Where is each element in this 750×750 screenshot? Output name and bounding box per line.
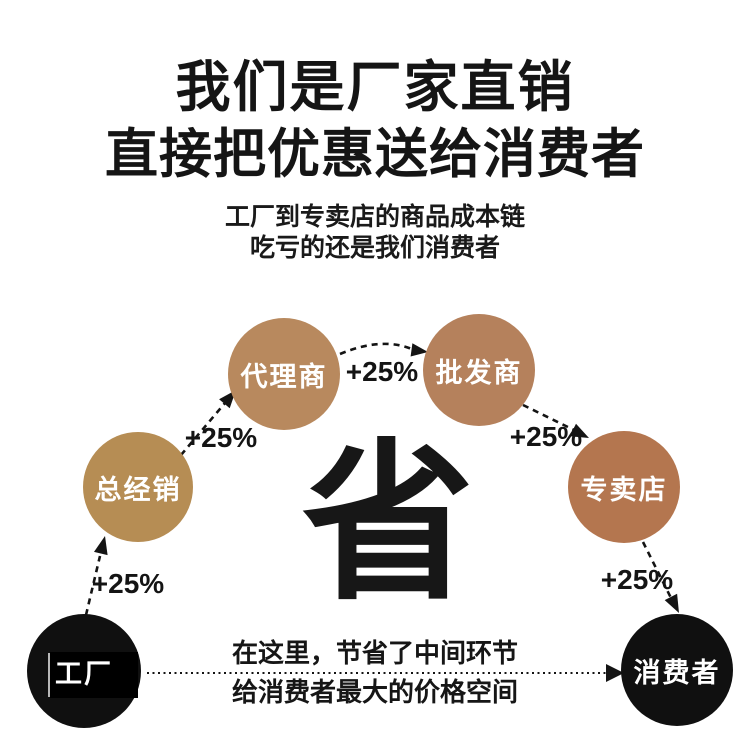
factory-plate-notch [48, 653, 50, 697]
arrow-specialty-store-to-consumer [641, 541, 679, 613]
node-consumer: 消费者 [621, 614, 733, 726]
node-label: 总经销 [94, 474, 182, 505]
markup-pct-label-3: +25% [345, 356, 419, 387]
title-line-2: 直接把优惠送给消费者 [105, 125, 645, 184]
footer-line-1: 在这里，节省了中间环节 [231, 638, 518, 668]
subtitle-line-2: 吃亏的还是我们消费者 [249, 233, 500, 262]
markup-pct-label-4: +25% [509, 421, 583, 452]
arrow-wholesaler-to-specialty-store [522, 403, 589, 438]
node-agent: 代理商 [228, 318, 340, 430]
node-label: 批发商 [435, 357, 523, 388]
markup-pct-label-1: +25% [91, 568, 165, 599]
node-label: 代理商 [240, 361, 328, 392]
node-factory: 工厂 [27, 614, 141, 728]
node-label: 专卖店 [580, 474, 668, 505]
node-label: 消费者 [633, 657, 721, 688]
footer-caption: 在这里，节省了中间环节 给消费者最大的价格空间 [0, 640, 750, 705]
markup-pct-label-2: +25% [184, 422, 258, 453]
page-title: 我们是厂家直销 直接把优惠送给消费者 [0, 56, 750, 184]
subtitle-line-1: 工厂到专卖店的商品成本链 [224, 203, 525, 231]
subtitle: 工厂到专卖店的商品成本链 吃亏的还是我们消费者 [0, 202, 750, 263]
node-label: 工厂 [55, 658, 113, 689]
footer-line-2: 给消费者最大的价格空间 [231, 677, 518, 707]
arrow-factory-to-general-distributor [84, 536, 108, 616]
title-line-1: 我们是厂家直销 [175, 56, 575, 118]
center-save-character: 省 [302, 428, 474, 620]
factory-label-plate [50, 652, 138, 698]
arrow-agent-to-wholesaler [339, 342, 428, 357]
node-specialty-store: 专卖店 [568, 431, 680, 543]
markup-pct-label-5: +25% [600, 564, 674, 595]
node-general-distributor: 总经销 [83, 432, 193, 542]
arrow-factory-to-consumer [147, 664, 624, 682]
node-wholesaler: 批发商 [423, 314, 535, 426]
